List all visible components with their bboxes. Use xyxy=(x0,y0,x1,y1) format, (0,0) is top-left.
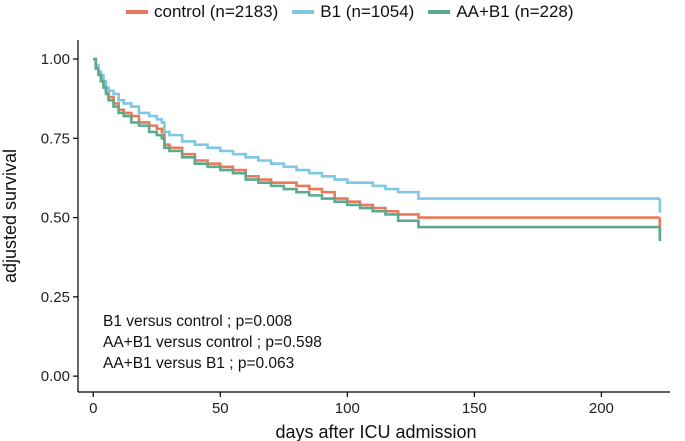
annotation-aa-b1-vs-b1: AA+B1 versus B1 ; p=0.063 xyxy=(103,355,295,372)
annotation-b1-vs-control: B1 versus control ; p=0.008 xyxy=(103,313,293,330)
legend-label-b1: B1 (n=1054) xyxy=(320,2,415,21)
y-tick-label: 1.00 xyxy=(41,51,70,68)
legend-label-control: control (n=2183) xyxy=(154,2,279,21)
y-tick-label: 0.50 xyxy=(41,210,70,227)
y-tick-label: 0.75 xyxy=(41,130,70,147)
legend-key-control xyxy=(126,10,148,14)
axes: 0.00 0.25 0.50 0.75 1.00 0 50 100 150 200 xyxy=(41,40,670,417)
legend-label-aa-b1: AA+B1 (n=228) xyxy=(456,2,574,21)
x-tick-label: 0 xyxy=(89,400,97,417)
x-tick-label: 150 xyxy=(462,400,487,417)
legend: control (n=2183) B1 (n=1054) AA+B1 (n=22… xyxy=(126,0,588,24)
legend-item-control: control (n=2183) xyxy=(126,2,278,22)
legend-key-aa-b1 xyxy=(428,10,451,14)
series-lines xyxy=(93,57,662,242)
x-tick-label: 200 xyxy=(589,400,614,417)
series-line-1 xyxy=(93,57,660,200)
y-tick-label: 0.00 xyxy=(41,368,70,385)
x-tick-label: 50 xyxy=(212,400,229,417)
legend-key-b1 xyxy=(292,10,315,14)
legend-item-b1: B1 (n=1054) xyxy=(292,2,414,22)
series-line-0 xyxy=(93,57,660,219)
series-line-2 xyxy=(93,57,660,229)
legend-item-aa-b1: AA+B1 (n=228) xyxy=(428,2,574,22)
x-tick-label: 100 xyxy=(335,400,360,417)
x-axis-label: days after ICU admission xyxy=(275,422,476,441)
annotation-aa-b1-vs-control: AA+B1 versus control ; p=0.598 xyxy=(103,334,322,351)
y-tick-label: 0.25 xyxy=(41,289,70,306)
y-axis-label: adjusted survival xyxy=(0,149,20,283)
